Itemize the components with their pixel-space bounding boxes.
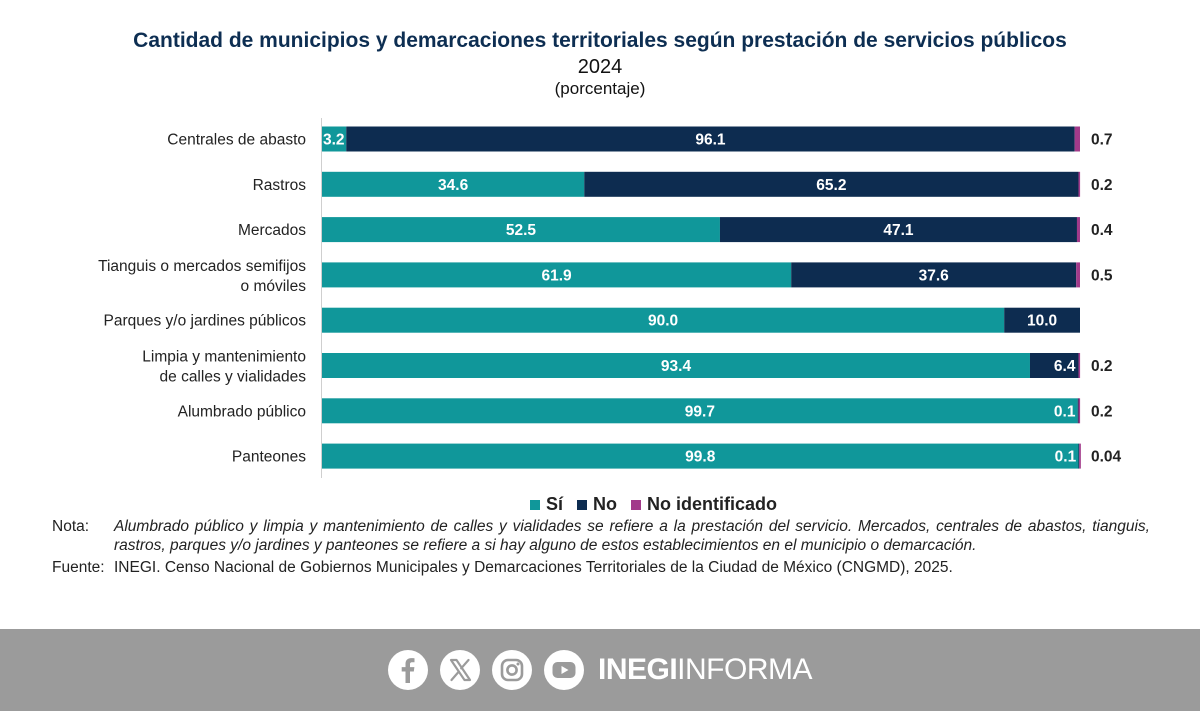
brand-bold: INEGI xyxy=(597,653,678,686)
bar-si-centrales-de-abasto xyxy=(322,126,347,152)
instagram-icon[interactable] xyxy=(491,650,532,690)
stacked-bar-chart: Centrales de abasto 3.2 96.1 0.7 Rastros 34.6… xyxy=(98,118,1122,478)
category-label-parques-y-o-jardines-publicos: Parques y/o jardines públicos xyxy=(104,313,307,330)
bar-si-rastros xyxy=(322,171,585,197)
data-label-no-identificado-centrales-de-abasto: 0.7 xyxy=(1091,132,1113,149)
bar-no-identificado-tianguis-o-mercados-semifijos-o-moviles xyxy=(1076,262,1080,288)
chart-legend: Sí No No identificado xyxy=(530,494,791,515)
data-label-si-panteones: 99.8 xyxy=(685,449,716,466)
chart-notes: Nota: Alumbrado público y limpia y mante… xyxy=(52,518,1150,578)
data-label-no-identificado-alumbrado-publico: 0.2 xyxy=(1091,403,1113,420)
legend-label-no-identificado: No identificado xyxy=(647,494,778,514)
bar-no-tianguis-o-mercados-semifijos-o-moviles xyxy=(791,262,1077,288)
footer-bar: INEGIINFORMA xyxy=(0,629,1200,711)
data-label-no-alumbrado-publico: 0.1 xyxy=(1054,403,1076,420)
nota-text: Alumbrado público y limpia y mantenimien… xyxy=(114,518,1150,554)
bar-no-centrales-de-abasto xyxy=(346,126,1075,152)
legend-item-no-identificado: No identificado xyxy=(631,494,777,515)
data-label-si-limpia-y-mantenimiento-de-calles-y-vialidades: 93.4 xyxy=(661,358,692,375)
data-label-no-identificado-panteones: 0.04 xyxy=(1091,449,1122,466)
chart-unit: (porcentaje) xyxy=(554,79,646,98)
brand-logo: INEGIINFORMA xyxy=(597,653,813,687)
fuente-text: INEGI. Censo Nacional de Gobiernos Munic… xyxy=(114,559,953,576)
legend-item-no: No xyxy=(577,494,617,515)
data-label-si-mercados: 52.5 xyxy=(506,222,537,239)
legend-swatch-no-identificado xyxy=(631,499,642,510)
category-label-mercados: Mercados xyxy=(238,222,306,239)
brand-light: INFORMA xyxy=(677,653,812,686)
data-label-no-tianguis-o-mercados-semifijos-o-moviles: 37.6 xyxy=(919,267,950,284)
category-label-centrales-de-abasto: Centrales de abasto xyxy=(167,132,306,149)
chart-year: 2024 xyxy=(577,56,623,78)
youtube-icon[interactable] xyxy=(543,650,584,690)
data-label-no-identificado-mercados: 0.4 xyxy=(1091,222,1113,239)
bar-si-alumbrado-publico xyxy=(322,398,1078,424)
data-label-no-identificado-rastros: 0.2 xyxy=(1091,177,1113,194)
bar-no-panteones xyxy=(1078,443,1080,469)
data-label-si-alumbrado-publico: 99.7 xyxy=(685,403,715,420)
fuente-label: Fuente: xyxy=(52,559,105,576)
bar-no-mercados xyxy=(719,217,1077,243)
chart-title: Cantidad de municipios y demarcaciones t… xyxy=(133,29,1067,52)
data-label-no-centrales-de-abasto: 96.1 xyxy=(695,132,726,149)
category-label-tianguis-o-mercados-semifijos-o-moviles: Tianguis o mercados semifijos o móviles xyxy=(98,258,306,295)
bar-no-identificado-rastros xyxy=(1078,171,1081,197)
category-label-rastros: Rastros xyxy=(253,177,307,194)
bar-no-identificado-alumbrado-publico xyxy=(1078,398,1081,424)
legend-swatch-si xyxy=(530,499,540,510)
bar-si-panteones xyxy=(322,443,1079,469)
bar-si-tianguis-o-mercados-semifijos-o-moviles xyxy=(322,262,792,288)
data-label-si-parques-y-o-jardines-publicos: 90.0 xyxy=(648,313,678,330)
data-label-no-parques-y-o-jardines-publicos: 10.0 xyxy=(1027,313,1057,330)
category-label-alumbrado-publico: Alumbrado público xyxy=(178,403,306,420)
data-label-si-tianguis-o-mercados-semifijos-o-moviles: 61.9 xyxy=(542,267,573,284)
chart-header: Cantidad de municipios y demarcaciones t… xyxy=(0,28,1200,100)
data-label-no-identificado-limpia-y-mantenimiento-de-calles-y-vialidades: 0.2 xyxy=(1091,358,1113,375)
bar-si-mercados xyxy=(322,217,720,243)
nota-row: Nota: Alumbrado público y limpia y mante… xyxy=(52,518,1150,555)
legend-label-no: No xyxy=(593,494,618,514)
bar-si-parques-y-o-jardines-publicos xyxy=(322,307,1005,333)
x-icon[interactable] xyxy=(439,650,480,690)
bar-no-parques-y-o-jardines-publicos xyxy=(1004,307,1080,333)
facebook-icon[interactable] xyxy=(387,650,428,690)
bar-no-identificado-mercados xyxy=(1076,217,1080,243)
data-label-si-rastros: 34.6 xyxy=(438,177,469,194)
legend-swatch-no xyxy=(577,499,588,510)
bar-no-rastros xyxy=(584,171,1079,197)
bar-no-identificado-centrales-de-abasto xyxy=(1074,126,1080,152)
bar-no-limpia-y-mantenimiento-de-calles-y-vialidades xyxy=(1029,353,1079,378)
bar-si-limpia-y-mantenimiento-de-calles-y-vialidades xyxy=(322,353,1030,378)
data-label-no-panteones: 0.1 xyxy=(1055,449,1077,466)
bar-no-alumbrado-publico xyxy=(1077,398,1079,424)
data-label-no-identificado-tianguis-o-mercados-semifijos-o-moviles: 0.5 xyxy=(1091,267,1113,284)
bar-no-identificado-panteones xyxy=(1079,443,1081,469)
bar-no-identificado-limpia-y-mantenimiento-de-calles-y-vialidades xyxy=(1078,353,1081,378)
data-label-no-limpia-y-mantenimiento-de-calles-y-vialidades: 6.4 xyxy=(1054,358,1076,375)
nota-label: Nota: xyxy=(52,518,90,535)
data-label-no-rastros: 65.2 xyxy=(816,177,846,194)
category-label-panteones: Panteones xyxy=(232,449,306,466)
legend-label-si: Sí xyxy=(546,494,564,514)
fuente-row: Fuente: INEGI. Censo Nacional de Gobiern… xyxy=(52,559,1150,578)
data-label-no-mercados: 47.1 xyxy=(883,222,914,239)
legend-item-si: Sí xyxy=(530,494,563,515)
data-label-si-centrales-de-abasto: 3.2 xyxy=(323,132,345,149)
category-label-limpia-y-mantenimiento-de-calles-y-vialidades: Limpia y mantenimiento de calles y vialid… xyxy=(142,349,306,386)
